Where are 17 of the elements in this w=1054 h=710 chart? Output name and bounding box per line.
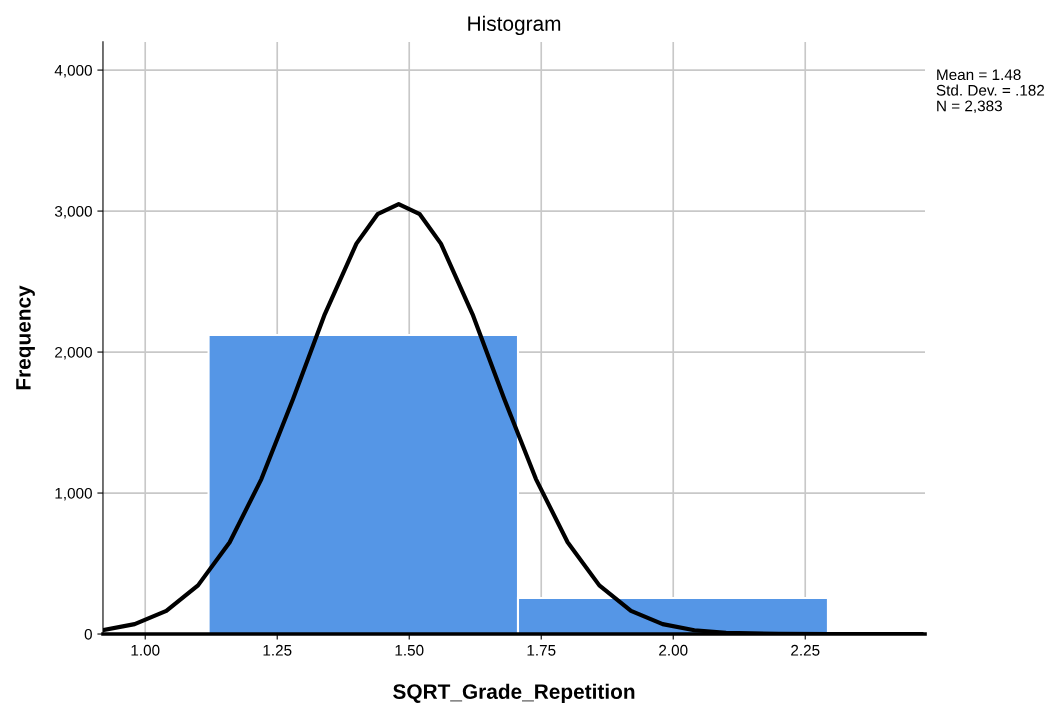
y-tick-label: 1,000: [55, 487, 92, 501]
chart-title: Histogram: [468, 15, 561, 36]
x-tick-label: 2.00: [659, 644, 688, 656]
x-tick-label: 1.25: [263, 644, 292, 656]
text: Mean = 1.48: [937, 69, 1021, 81]
x-axis-title: SQRT_Grade_Repetition: [393, 683, 635, 704]
text: Std. Dev. = .182: [936, 84, 1045, 96]
y-tick-label: 0: [84, 628, 92, 640]
y-tick-label: 4,000: [54, 64, 92, 78]
x-tick-label: 2.25: [791, 644, 820, 656]
text: N = 2,383: [937, 100, 1002, 114]
y-tick-label: 3,000: [54, 205, 92, 219]
x-tick-label: 1.00: [131, 644, 160, 656]
x-tick-label: 1.75: [527, 645, 556, 656]
y-axis-title: Frequency: [16, 285, 35, 390]
y-tick-label: 2,000: [55, 346, 92, 360]
x-tick-label: 1.50: [395, 644, 424, 656]
